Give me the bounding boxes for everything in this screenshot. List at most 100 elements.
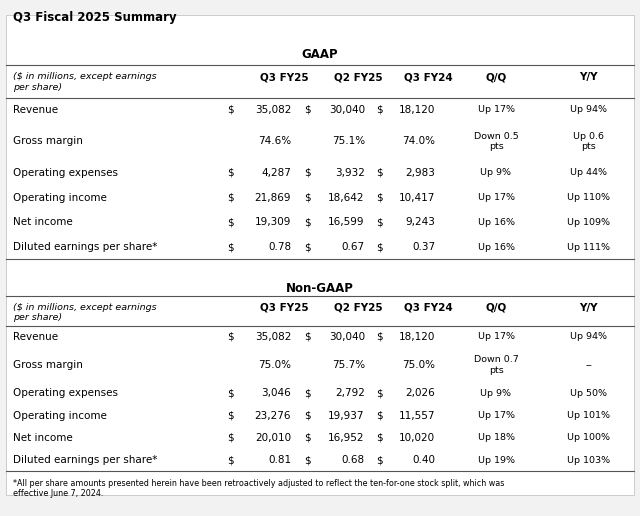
Text: Diluted earnings per share*: Diluted earnings per share*	[13, 455, 157, 465]
Text: ($ in millions, except earnings
per share): ($ in millions, except earnings per shar…	[13, 303, 156, 322]
Text: $: $	[376, 389, 383, 398]
Text: $: $	[227, 433, 234, 443]
Text: 75.1%: 75.1%	[332, 136, 365, 147]
Text: $: $	[304, 389, 310, 398]
Text: Non-GAAP: Non-GAAP	[286, 282, 354, 295]
Text: Operating expenses: Operating expenses	[13, 168, 118, 178]
FancyBboxPatch shape	[6, 15, 634, 495]
Text: 0.68: 0.68	[342, 455, 365, 465]
Text: 0.37: 0.37	[412, 242, 435, 252]
Text: 75.0%: 75.0%	[258, 360, 291, 370]
Text: 2,983: 2,983	[405, 168, 435, 178]
Text: Up 0.6
pts: Up 0.6 pts	[573, 132, 604, 151]
Text: Up 109%: Up 109%	[567, 218, 611, 227]
Text: $: $	[304, 411, 310, 421]
Text: $: $	[376, 192, 383, 203]
Text: $: $	[376, 168, 383, 178]
Text: $: $	[227, 455, 234, 465]
Text: Gross margin: Gross margin	[13, 136, 83, 147]
Text: 19,937: 19,937	[328, 411, 365, 421]
Text: ($ in millions, except earnings
per share): ($ in millions, except earnings per shar…	[13, 72, 156, 91]
Text: Operating income: Operating income	[13, 192, 107, 203]
Text: 75.7%: 75.7%	[332, 360, 365, 370]
Text: 2,026: 2,026	[406, 389, 435, 398]
Text: Down 0.7
pts: Down 0.7 pts	[474, 356, 518, 375]
Text: Up 111%: Up 111%	[567, 243, 611, 252]
Text: Up 50%: Up 50%	[570, 389, 607, 398]
Text: 35,082: 35,082	[255, 332, 291, 342]
Text: 16,599: 16,599	[328, 217, 365, 228]
Text: Up 17%: Up 17%	[477, 411, 515, 420]
Text: --: --	[586, 361, 592, 369]
Text: Q2 FY25: Q2 FY25	[334, 303, 383, 313]
Text: Q3 FY24: Q3 FY24	[404, 72, 453, 82]
Text: 20,010: 20,010	[255, 433, 291, 443]
Text: Q3 FY24: Q3 FY24	[404, 303, 453, 313]
Text: 18,120: 18,120	[399, 105, 435, 115]
Text: Net income: Net income	[13, 217, 72, 228]
Text: $: $	[304, 332, 310, 342]
Text: Up 101%: Up 101%	[567, 411, 611, 420]
Text: Up 16%: Up 16%	[477, 218, 515, 227]
Text: Net income: Net income	[13, 433, 72, 443]
Text: Diluted earnings per share*: Diluted earnings per share*	[13, 242, 157, 252]
Text: 0.81: 0.81	[268, 455, 291, 465]
Text: $: $	[376, 332, 383, 342]
Text: $: $	[227, 332, 234, 342]
Text: $: $	[376, 411, 383, 421]
Text: Up 100%: Up 100%	[567, 433, 611, 442]
Text: 9,243: 9,243	[405, 217, 435, 228]
Text: Up 44%: Up 44%	[570, 168, 607, 178]
Text: $: $	[376, 105, 383, 115]
Text: 3,932: 3,932	[335, 168, 365, 178]
Text: Up 94%: Up 94%	[570, 105, 607, 115]
Text: $: $	[304, 433, 310, 443]
Text: $: $	[304, 217, 310, 228]
Text: 2,792: 2,792	[335, 389, 365, 398]
Text: Down 0.5
pts: Down 0.5 pts	[474, 132, 518, 151]
Text: Up 110%: Up 110%	[567, 193, 611, 202]
Text: *All per share amounts presented herein have been retroactively adjusted to refl: *All per share amounts presented herein …	[13, 479, 504, 498]
Text: 16,952: 16,952	[328, 433, 365, 443]
Text: $: $	[304, 242, 310, 252]
Text: $: $	[376, 242, 383, 252]
Text: 18,642: 18,642	[328, 192, 365, 203]
Text: GAAP: GAAP	[301, 49, 339, 61]
Text: Gross margin: Gross margin	[13, 360, 83, 370]
Text: 23,276: 23,276	[255, 411, 291, 421]
Text: 19,309: 19,309	[255, 217, 291, 228]
Text: Q3 Fiscal 2025 Summary: Q3 Fiscal 2025 Summary	[13, 11, 177, 24]
Text: 10,417: 10,417	[399, 192, 435, 203]
Text: 74.0%: 74.0%	[402, 136, 435, 147]
Text: $: $	[376, 217, 383, 228]
Text: 75.0%: 75.0%	[402, 360, 435, 370]
Text: Up 18%: Up 18%	[477, 433, 515, 442]
Text: Y/Y: Y/Y	[580, 72, 598, 82]
Text: 3,046: 3,046	[262, 389, 291, 398]
Text: Revenue: Revenue	[13, 105, 58, 115]
Text: Up 17%: Up 17%	[477, 193, 515, 202]
Text: Revenue: Revenue	[13, 332, 58, 342]
Text: 35,082: 35,082	[255, 105, 291, 115]
Text: $: $	[304, 192, 310, 203]
Text: Q2 FY25: Q2 FY25	[334, 72, 383, 82]
Text: $: $	[227, 192, 234, 203]
Text: 11,557: 11,557	[399, 411, 435, 421]
Text: Q3 FY25: Q3 FY25	[260, 72, 309, 82]
Text: 30,040: 30,040	[329, 105, 365, 115]
Text: 74.6%: 74.6%	[258, 136, 291, 147]
Text: 0.67: 0.67	[342, 242, 365, 252]
Text: Up 17%: Up 17%	[477, 332, 515, 342]
Text: 21,869: 21,869	[255, 192, 291, 203]
Text: Up 17%: Up 17%	[477, 105, 515, 115]
Text: $: $	[304, 105, 310, 115]
Text: 4,287: 4,287	[261, 168, 291, 178]
Text: $: $	[227, 389, 234, 398]
Text: Up 9%: Up 9%	[481, 389, 511, 398]
Text: Up 9%: Up 9%	[481, 168, 511, 178]
Text: $: $	[227, 242, 234, 252]
Text: $: $	[304, 455, 310, 465]
Text: $: $	[227, 168, 234, 178]
Text: $: $	[227, 217, 234, 228]
Text: 0.78: 0.78	[268, 242, 291, 252]
